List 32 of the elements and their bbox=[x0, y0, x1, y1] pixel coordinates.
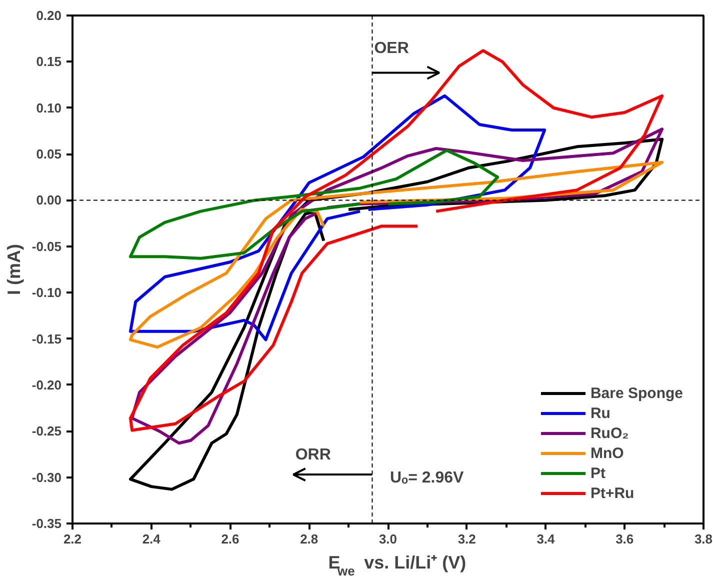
legend-label: Bare Sponge bbox=[590, 384, 683, 402]
y-tick-label: 0.20 bbox=[36, 8, 62, 23]
y-tick-label: -0.35 bbox=[32, 516, 62, 531]
y-tick-label: 0.10 bbox=[36, 100, 62, 116]
y-tick-label: -0.10 bbox=[32, 285, 62, 300]
y-tick-label: -0.30 bbox=[32, 470, 62, 485]
y-tick-label: -0.20 bbox=[32, 377, 62, 392]
annotation: Uₒ= 2.96V bbox=[390, 470, 464, 487]
y-tick-label: -0.15 bbox=[32, 331, 62, 346]
x-tick-label: 2.2 bbox=[63, 532, 82, 546]
y-axis-title: I (mA) bbox=[4, 244, 24, 295]
x-tick-label: 3.0 bbox=[378, 532, 398, 546]
legend-label: Ru bbox=[590, 404, 610, 422]
y-tick-label: -0.05 bbox=[32, 238, 62, 254]
x-tick-label: 3.6 bbox=[616, 532, 634, 546]
line-series bbox=[128, 148, 500, 260]
y-tick-label: 0.15 bbox=[36, 54, 62, 70]
legend-label: Pt bbox=[590, 464, 606, 482]
legend-label: MnO bbox=[590, 444, 624, 462]
annotation: OER bbox=[374, 40, 410, 58]
legend-label: RuO₂ bbox=[590, 424, 629, 442]
x-tick-label: 3.2 bbox=[458, 532, 476, 546]
x-tick-label: 3.4 bbox=[536, 532, 556, 546]
x-tick-label: 3.8 bbox=[694, 532, 713, 546]
y-tick-label: 0.05 bbox=[36, 146, 62, 162]
y-tick-label: -0.25 bbox=[32, 424, 62, 439]
x-tick-label: 2.4 bbox=[142, 532, 162, 546]
legend-label: Pt+Ru bbox=[590, 484, 634, 502]
x-tick-label: 2.8 bbox=[300, 532, 318, 546]
y-tick-label: 0.00 bbox=[36, 192, 62, 208]
x-tick-label: 2.6 bbox=[221, 532, 240, 546]
annotation: ORR bbox=[295, 446, 332, 464]
